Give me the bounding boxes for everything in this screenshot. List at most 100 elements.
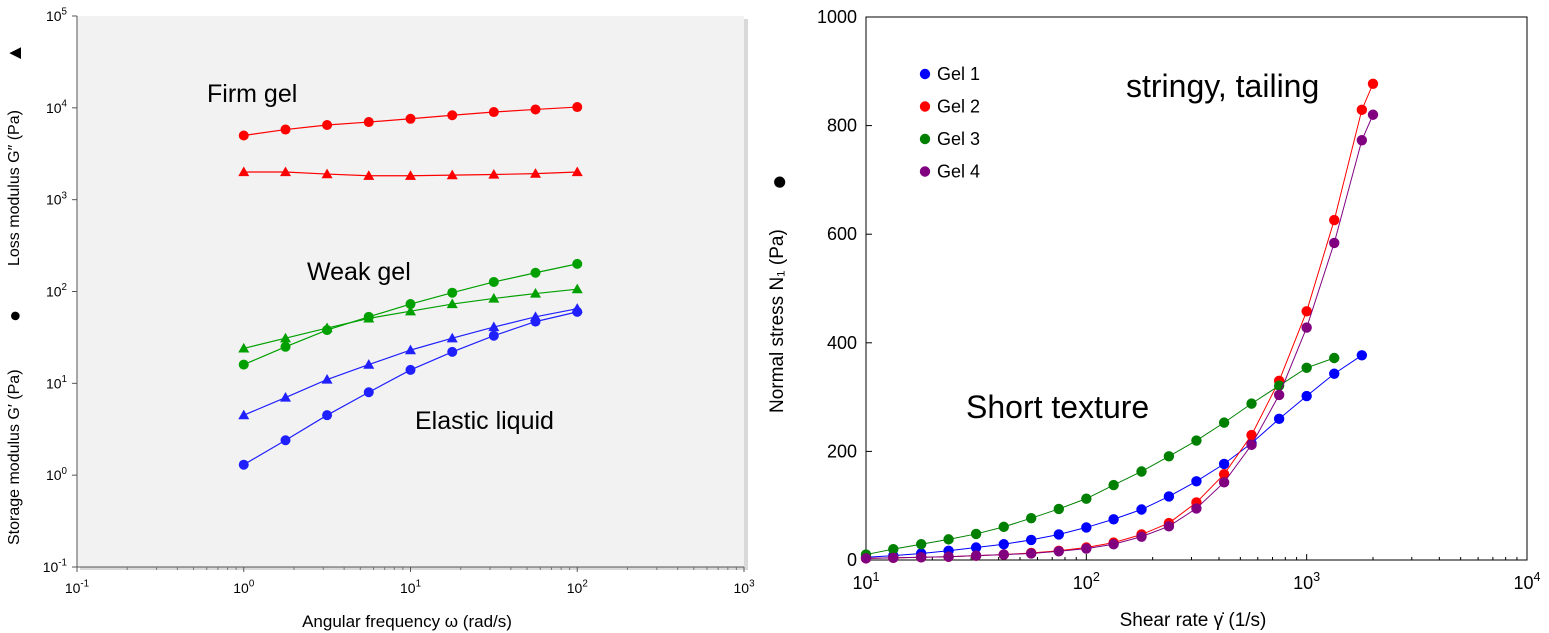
y-tick-label: 0 <box>847 550 857 570</box>
data-point <box>1367 109 1379 120</box>
data-point-triangle <box>238 342 250 353</box>
legend-label: Gel 2 <box>937 97 980 117</box>
data-point <box>970 542 982 553</box>
data-point <box>915 552 927 563</box>
legend-marker <box>919 68 931 80</box>
y-tick-label: 105 <box>46 7 68 24</box>
y-tick-label: 102 <box>46 282 67 299</box>
data-point <box>1163 451 1175 462</box>
data-point <box>970 528 982 540</box>
data-point <box>1108 514 1119 525</box>
y-axis-label-storage: Storage modulus G′ (Pa) <box>6 369 23 545</box>
data-point <box>1218 469 1230 480</box>
data-point <box>1191 476 1202 487</box>
legend-marker <box>919 166 931 177</box>
x-tick-label: 102 <box>567 579 588 596</box>
data-point-circle <box>280 341 291 352</box>
data-point <box>1367 78 1379 89</box>
data-point-triangle <box>280 392 292 402</box>
data-point <box>1053 529 1065 540</box>
data-point-circle <box>238 359 249 370</box>
y-tick-label: 104 <box>46 99 68 116</box>
x-tick-label: 100 <box>233 579 255 596</box>
data-point <box>1053 503 1065 515</box>
data-point <box>1329 368 1340 379</box>
data-point-circle <box>488 330 499 341</box>
data-point-triangle <box>446 332 458 343</box>
data-point <box>1301 362 1312 373</box>
data-point <box>1053 546 1065 557</box>
series-group <box>238 102 583 470</box>
data-point-triangle <box>446 298 458 309</box>
data-point-triangle <box>530 311 542 321</box>
data-point <box>1356 104 1368 116</box>
data-point <box>1081 543 1092 554</box>
y-tick-label: 101 <box>46 374 67 391</box>
data-point-circle <box>238 459 249 470</box>
y-tick-label: 600 <box>827 224 857 244</box>
data-point <box>943 534 954 545</box>
data-point <box>1218 458 1230 470</box>
data-point-triangle <box>280 166 292 177</box>
chart-normal-stress: 101 102 103 104 0 200 400 600 800 1000 Gel 1 Gel 2… <box>763 7 1541 631</box>
data-point-triangle <box>321 374 333 384</box>
data-point <box>1246 429 1257 441</box>
data-point-circle <box>280 435 291 446</box>
y-axis-label-marker: ● <box>763 174 793 190</box>
data-point <box>1163 491 1175 502</box>
data-point-circle <box>488 107 499 118</box>
data-point-triangle <box>321 168 333 179</box>
data-point <box>1081 522 1092 533</box>
annotation-elastic-liquid: Elastic liquid <box>415 407 554 435</box>
data-point-circle <box>447 110 458 121</box>
data-point <box>1163 521 1175 532</box>
legend-marker <box>919 133 931 145</box>
y-tick-label: 10-1 <box>43 558 67 575</box>
annotation-stringy-tailing: stringy, tailing <box>1126 68 1319 104</box>
data-point <box>1218 477 1230 488</box>
data-point-circle <box>363 387 374 398</box>
annotation-short-texture: Short texture <box>966 389 1149 425</box>
y-tick-label: 200 <box>827 441 857 461</box>
data-point-triangle <box>363 312 375 323</box>
data-point <box>998 549 1009 560</box>
data-point-triangle <box>363 170 375 180</box>
annotation-firm-gel: Firm gel <box>207 80 297 108</box>
data-point-triangle <box>363 359 375 369</box>
annotation-weak-gel: Weak gel <box>307 258 411 286</box>
data-point-triangle <box>405 305 416 316</box>
data-point-circle <box>238 130 249 141</box>
data-point-circle <box>322 120 333 131</box>
data-point-triangle <box>446 169 458 180</box>
data-point-triangle <box>488 292 500 303</box>
data-point <box>1081 493 1092 504</box>
data-point-triangle <box>530 168 542 178</box>
data-point <box>1025 548 1037 559</box>
data-point-circle <box>530 267 541 278</box>
y-tick-label: 103 <box>46 190 68 207</box>
y-axis-label-loss-marker: ▲ <box>4 43 26 63</box>
data-point <box>970 550 982 561</box>
data-point <box>1273 413 1285 425</box>
data-point <box>1301 390 1312 402</box>
data-point-circle <box>405 364 416 375</box>
data-point <box>1329 352 1340 364</box>
data-point-circle <box>572 102 583 113</box>
x-axis-label: Shear rate γ̇ (1/s) <box>1120 610 1267 631</box>
legend-label: Gel 4 <box>937 162 980 182</box>
series-group <box>860 78 1379 564</box>
data-point-circle <box>530 104 541 115</box>
y-axis-label-loss: Loss modulus G″ (Pa) <box>6 110 23 266</box>
data-point <box>1246 439 1257 451</box>
data-point <box>1025 534 1037 546</box>
x-axis-label: Angular frequency ω (rad/s) <box>302 612 512 631</box>
data-point-circle <box>280 124 291 135</box>
plot-area <box>77 16 744 567</box>
data-point <box>1329 214 1340 226</box>
data-point-triangle <box>238 409 250 420</box>
y-axis-label-group: Normal stress N₁ (Pa) ● <box>763 174 793 413</box>
data-point <box>1025 512 1037 524</box>
data-point <box>1108 479 1119 491</box>
data-point <box>860 553 872 564</box>
